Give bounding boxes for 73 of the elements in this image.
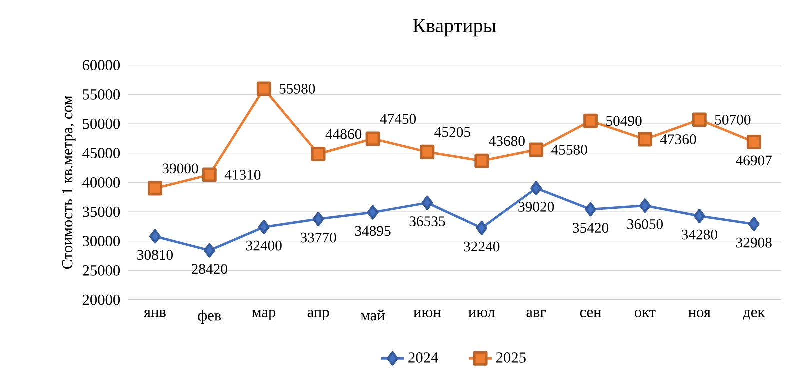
point [311, 146, 326, 162]
data-label: 50490 [606, 116, 642, 126]
y-tick-label: 30000 [83, 236, 120, 247]
point [202, 168, 217, 182]
y-tick-label: 50000 [83, 118, 120, 130]
data-label: 47450 [380, 114, 416, 124]
data-label: 28420 [192, 264, 228, 274]
point [422, 196, 434, 210]
data-label: 32240 [464, 242, 500, 252]
x-tick-label: янв [144, 310, 166, 318]
point [150, 229, 161, 244]
data-label: 32400 [246, 240, 282, 251]
data-label: 46907 [736, 156, 772, 166]
x-tick-label: сен [580, 310, 602, 318]
data-label: 39000 [162, 164, 198, 174]
x-tick-label: фев [198, 310, 222, 324]
x-tick-label: апр [308, 310, 330, 321]
legend-label: 2024 [408, 352, 438, 363]
point [148, 181, 162, 196]
point [585, 202, 596, 217]
x-tick-label: авг [526, 310, 546, 318]
x-tick-label: дек [743, 310, 766, 320]
point [204, 243, 216, 258]
data-label: 33770 [300, 232, 336, 243]
data-label: 44860 [326, 129, 362, 140]
x-tick-label: мар [252, 310, 276, 321]
data-label: 47360 [660, 134, 696, 144]
data-label: 39020 [518, 202, 554, 212]
data-label: 41310 [224, 170, 261, 180]
data-label: 35420 [573, 223, 609, 234]
y-tick-label: 40000 [82, 178, 120, 188]
y-tick-label: 60000 [82, 60, 120, 71]
y-tick-label: 35000 [83, 206, 120, 218]
data-label: 45580 [552, 144, 588, 155]
point [530, 181, 542, 196]
point [748, 217, 760, 232]
y-axis-title: Стоимость 1 кв.метра, сом [62, 96, 76, 270]
data-label: 36535 [410, 216, 446, 226]
x-tick-label: окт [635, 310, 656, 318]
x-tick-label: ноя [688, 310, 711, 318]
x-tick-label: июн [414, 310, 442, 318]
data-label: 43680 [489, 136, 525, 146]
point [474, 154, 490, 168]
data-label: 36050 [628, 219, 663, 230]
y-tick-label: 55000 [83, 90, 120, 100]
point [366, 132, 380, 146]
point [367, 205, 379, 220]
data-label: 45205 [434, 127, 470, 138]
x-tick-label: май [361, 310, 385, 321]
data-label: 34280 [682, 230, 718, 240]
data-label: 30810 [138, 250, 173, 260]
x-tick-label: июл [468, 310, 496, 318]
data-label: 32908 [736, 238, 772, 248]
data-label: 34895 [355, 226, 391, 236]
point [529, 142, 544, 158]
point [638, 132, 652, 147]
point [692, 112, 707, 128]
legend-label: 2025 [496, 352, 526, 363]
data-label: 50700 [715, 114, 751, 125]
point [312, 212, 324, 226]
data-label: 55980 [280, 84, 316, 94]
point [640, 198, 651, 214]
point [256, 82, 272, 96]
point [420, 144, 435, 160]
point [258, 220, 270, 234]
y-tick-label: 45000 [82, 148, 120, 159]
point [476, 220, 488, 236]
chart-title: Квартиры [413, 19, 496, 37]
y-tick-label: 20000 [82, 294, 120, 306]
point [746, 134, 762, 150]
point [694, 209, 706, 224]
point [584, 114, 598, 128]
y-tick-label: 25000 [82, 266, 120, 276]
